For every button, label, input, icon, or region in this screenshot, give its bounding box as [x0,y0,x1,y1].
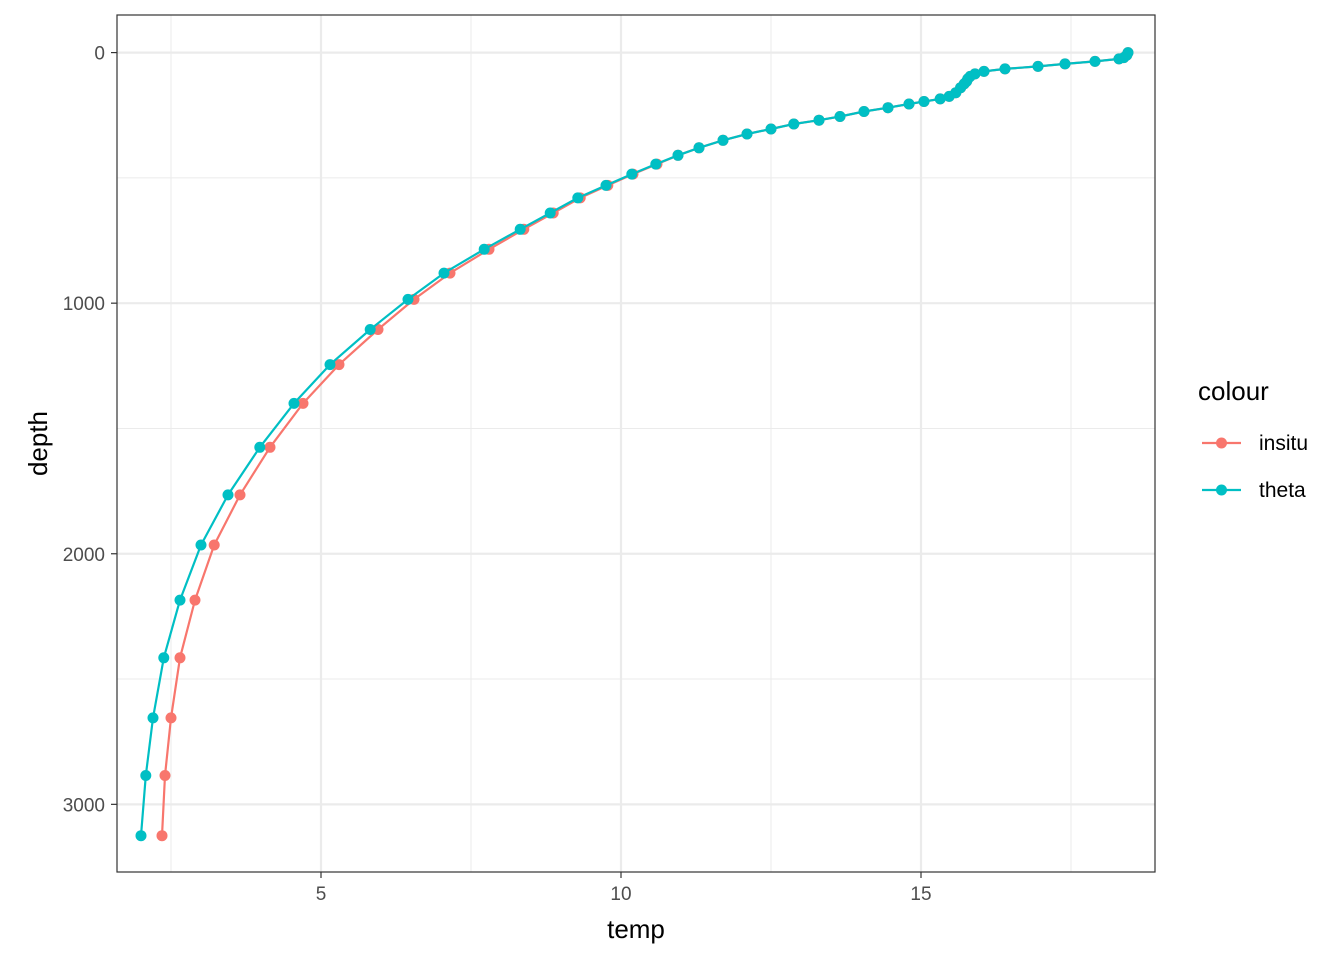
data-point-theta [1113,53,1125,65]
data-point-theta [572,192,584,204]
data-point-theta [858,106,870,117]
data-point-theta [438,267,450,279]
data-point-theta [514,223,526,235]
data-point-theta [402,293,414,305]
series-theta [135,47,1134,842]
legend-label: insitu [1259,432,1308,455]
x-axis-title: temp [607,914,665,944]
data-point-theta [934,93,946,105]
data-point-insitu [189,594,201,606]
legend: colour insitu theta [1198,376,1308,502]
data-point-insitu [297,397,309,409]
data-point-theta [999,63,1011,75]
panel-border [116,14,1156,873]
data-point-theta [672,149,684,161]
data-point-insitu [165,712,177,724]
data-point-theta [903,98,915,110]
legend-items: insitu theta [1202,432,1308,502]
data-point-theta [693,142,705,154]
data-point-theta [1032,60,1044,72]
data-point-theta [288,397,300,409]
data-point-theta [1089,55,1101,67]
data-point-theta [717,134,729,146]
data-point-theta [174,594,186,606]
data-point-theta [600,179,612,191]
data-point-theta [918,96,930,107]
data-point-theta [882,102,894,114]
data-point-theta [813,114,825,126]
x-tick-label: 10 [610,884,631,905]
data-point-theta [147,712,159,724]
legend-key-point [1216,437,1227,449]
data-point-insitu [333,359,345,371]
data-point-theta [254,441,266,453]
data-point-theta [650,158,662,170]
y-axis: 0 1000 2000 3000 [63,44,117,816]
y-tick-label: 1000 [63,294,105,315]
data-point-theta [158,652,170,664]
data-point-theta [135,830,147,842]
data-point-theta [626,168,638,180]
y-tick-label: 3000 [63,795,105,816]
data-point-theta [943,90,955,102]
data-point-insitu [264,441,276,453]
data-point-insitu [159,770,171,781]
data-point-insitu [208,539,220,551]
x-axis: 5 10 15 [316,872,932,905]
y-tick-label: 2000 [63,545,105,566]
data-point-theta [478,243,490,255]
data-point-insitu [174,652,186,664]
legend-label: theta [1259,479,1306,502]
legend-title: colour [1198,376,1269,406]
data-point-insitu [156,830,168,842]
data-point-theta [765,123,777,135]
data-point-theta [222,489,234,501]
data-point-theta [195,539,207,551]
data-point-theta [741,128,753,140]
legend-item-theta: theta [1202,479,1306,502]
x-tick-label: 5 [316,884,327,905]
data-point-theta [324,359,336,371]
legend-key-point [1216,484,1227,496]
data-point-insitu [234,489,246,501]
grid-major [117,15,1155,872]
data-point-theta [834,111,846,122]
x-tick-label: 15 [910,884,931,905]
legend-item-insitu: insitu [1202,432,1308,455]
data-point-theta [544,207,556,219]
data-point-theta [140,770,152,781]
data-point-theta [364,324,376,335]
data-point-theta [1059,58,1071,70]
data-point-theta [978,65,990,77]
y-tick-label: 0 [94,44,105,65]
series-layer [135,47,1134,842]
y-axis-title: depth [23,411,53,476]
data-point-theta [788,118,800,130]
